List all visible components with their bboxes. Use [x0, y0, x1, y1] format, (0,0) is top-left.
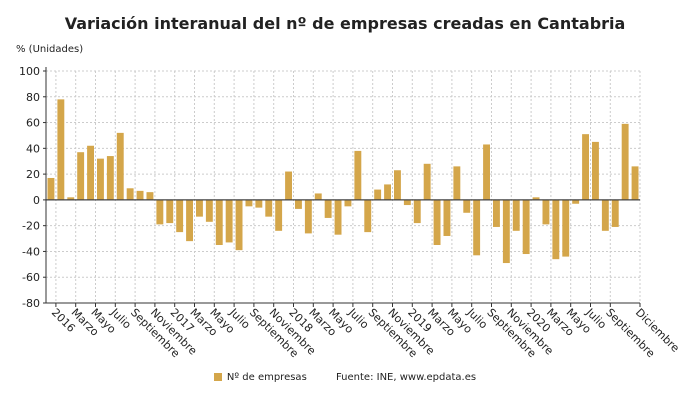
- y-tick-label: -20: [22, 220, 40, 233]
- bar: [116, 132, 124, 200]
- bar: [592, 141, 599, 200]
- y-tick-label: 100: [19, 65, 40, 78]
- bar: [502, 199, 510, 264]
- bar: [156, 199, 164, 225]
- bar: [106, 156, 114, 200]
- bar: [235, 199, 243, 251]
- y-tick-label: 60: [26, 117, 40, 130]
- y-tick-label: 80: [26, 91, 40, 104]
- bar: [572, 199, 580, 204]
- bar: [384, 184, 391, 200]
- bar: [255, 199, 263, 208]
- bar: [621, 123, 629, 200]
- bar: [186, 199, 193, 242]
- bar: [374, 189, 382, 200]
- bar: [483, 144, 490, 200]
- y-tick-label: 0: [33, 194, 40, 207]
- bar: [611, 199, 619, 227]
- bar: [285, 171, 292, 200]
- bar: [423, 163, 431, 200]
- bar: [275, 199, 283, 231]
- bar: [473, 199, 481, 256]
- bar: [324, 199, 332, 218]
- bar: [522, 199, 530, 255]
- bar: [443, 199, 451, 236]
- y-axis-label: % (Unidades): [16, 44, 84, 55]
- bar: [57, 99, 65, 200]
- bar: [354, 150, 362, 200]
- chart-title: Variación interanual del nº de empresas …: [64, 14, 626, 33]
- y-tick-label: 40: [26, 142, 40, 155]
- bar: [205, 199, 213, 222]
- bar: [126, 188, 134, 200]
- bar: [433, 199, 441, 245]
- bar: [146, 192, 154, 200]
- bar: [542, 199, 550, 225]
- bar: [265, 199, 273, 217]
- bar: [453, 166, 461, 200]
- y-tick-label: 20: [26, 168, 40, 181]
- bar: [47, 177, 55, 200]
- bar: [87, 145, 94, 200]
- bar: [344, 199, 352, 207]
- legend-swatch: [213, 373, 222, 381]
- bar: [463, 199, 471, 213]
- bar: [394, 170, 401, 200]
- bar: [245, 199, 253, 207]
- legend: Nº de empresas Fuente: INE, www.epdata.e…: [0, 372, 690, 383]
- bar: [304, 199, 312, 234]
- bar: [562, 199, 570, 257]
- bar: [512, 199, 520, 231]
- bar: [552, 199, 560, 260]
- bar: [532, 197, 540, 200]
- bar: [295, 199, 302, 209]
- source-note: Fuente: INE, www.epdata.es: [335, 372, 477, 383]
- y-tick-label: -60: [22, 271, 40, 284]
- y-tick-label: -40: [22, 245, 40, 258]
- bar: [582, 134, 589, 200]
- bar: [196, 199, 203, 217]
- bar: [225, 199, 233, 243]
- bar: [77, 152, 85, 200]
- legend-label: Nº de empresas: [226, 372, 307, 383]
- bar: [631, 166, 639, 200]
- bar: [136, 190, 144, 200]
- bar: [601, 199, 609, 231]
- bar: [176, 199, 184, 233]
- bar: [67, 197, 75, 200]
- bar: [403, 199, 411, 206]
- bar: [364, 199, 372, 233]
- y-tick-label: -80: [22, 297, 40, 310]
- bar: [166, 199, 174, 224]
- bar: [493, 199, 500, 227]
- bar: [413, 199, 421, 224]
- bar: [314, 193, 322, 200]
- bar: [334, 199, 342, 235]
- bar: [97, 158, 104, 200]
- bar: [215, 199, 223, 245]
